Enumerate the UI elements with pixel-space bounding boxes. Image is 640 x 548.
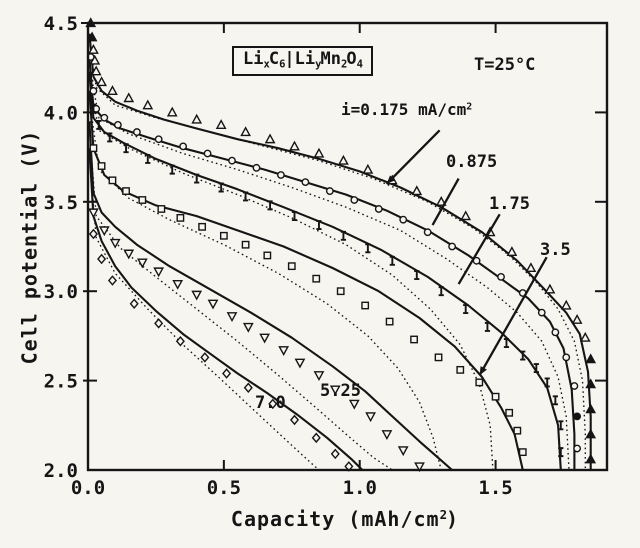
x-tick-label: 1.5: [478, 477, 512, 499]
cell-chemistry-box: LixC6|LiyMn2O4: [232, 46, 373, 77]
leader-line-0: [385, 129, 441, 185]
curve-model-3-5-ma-cm2-solid: [88, 90, 524, 471]
curve-model-3-5-ma-cm2-dotted: [88, 98, 442, 471]
label-rate-175: 1.75: [489, 194, 530, 214]
label-rate-70: 7.0: [255, 393, 286, 413]
markers-experiment-0-175-ma-cm2: [85, 17, 597, 464]
leader-arrowhead-0: [386, 175, 396, 184]
y-tick-label: 3.0: [44, 281, 78, 303]
curve-model-0-175-ma-cm2-solid: [88, 33, 592, 470]
curve-model-7-0-ma-cm2-solid: [88, 148, 364, 471]
label-rate-0875: 0.875: [446, 152, 498, 172]
x-tick-label: 0.5: [207, 477, 241, 499]
temperature-label: T=25°C: [474, 55, 536, 75]
leader-arrowhead-3: [479, 366, 487, 376]
curve-model-1-75-ma-cm2-solid: [88, 73, 562, 471]
markers-experiment-7-0-ma-cm2: [88, 228, 354, 472]
markers-experiment-5-25-ma-cm2: [88, 208, 425, 473]
curve-model-7-0-ma-cm2-dotted: [88, 157, 320, 471]
y-tick-label: 2.5: [44, 371, 78, 393]
curve-model-5-25-ma-cm2-dotted: [88, 130, 393, 471]
current-density-label: i=0.175 mA/cm2: [341, 100, 472, 119]
y-tick-label: 4.0: [44, 102, 78, 124]
label-rate-525: 5.25: [320, 381, 361, 401]
markers-experiment-3-5-ma-cm2: [89, 144, 527, 457]
y-tick-label: 3.5: [44, 192, 78, 214]
y-axis-title: Cell potential (V): [17, 129, 42, 365]
leader-line-1: [431, 177, 460, 226]
x-tick-label: 0.0: [71, 477, 105, 499]
leader-line-3: [478, 256, 548, 376]
y-tick-label: 2.0: [44, 460, 78, 482]
x-axis-title: Capacity (mAh/cm2): [230, 506, 460, 531]
label-rate-35: 3.5: [540, 240, 571, 260]
y-tick-label: 4.5: [44, 13, 78, 35]
x-tick-label: 1.0: [343, 477, 377, 499]
leader-line-2: [457, 213, 501, 285]
markers-experiment-1-75-ma-cm2: [88, 71, 564, 458]
plot-border: [86, 21, 609, 472]
curve-model-0-875-ma-cm2-solid: [88, 58, 576, 470]
markers-experiment-0-875-ma-cm2: [86, 53, 582, 453]
curve-model-1-75-ma-cm2-dotted: [88, 80, 494, 471]
curve-model-5-25-ma-cm2-solid: [88, 121, 453, 471]
